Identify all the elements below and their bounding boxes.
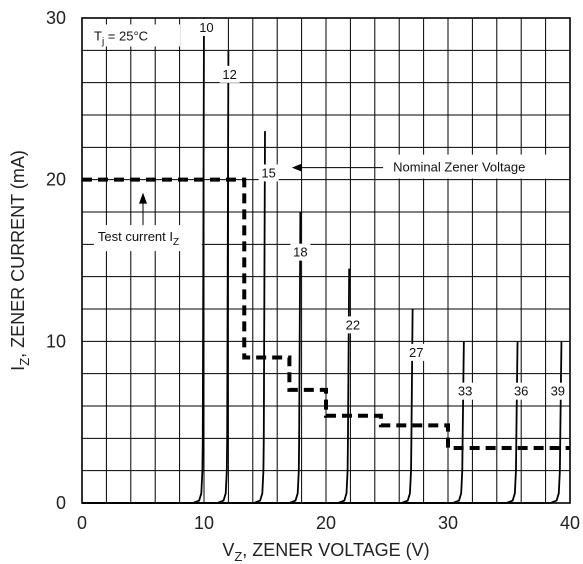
curve-label-background	[342, 316, 363, 334]
curve-label-33: 33	[458, 384, 472, 399]
curve-label-background	[511, 382, 532, 400]
x-axis-title-rest: , ZENER VOLTAGE (V)	[242, 540, 429, 560]
curve-label-background	[258, 164, 279, 182]
y-axis-title: IZ, ZENER CURRENT (mA)	[8, 150, 32, 371]
condition-sub: j	[101, 37, 104, 48]
y-tick-label: 10	[46, 331, 66, 351]
nominal-zener-label: Nominal Zener Voltage	[393, 160, 525, 175]
curve-label-18: 18	[293, 245, 307, 260]
curve-label-background	[406, 343, 427, 361]
x-tick-label: 30	[438, 513, 458, 533]
test-current-background	[93, 225, 202, 252]
x-axis-title-sub: Z	[234, 549, 242, 564]
tick-labels: 0 10 20 30 40 0 10 20 30	[46, 8, 580, 533]
x-tick-label: 10	[194, 513, 214, 533]
x-tick-label: 40	[560, 513, 580, 533]
y-axis-title-rest: , ZENER CURRENT (mA)	[8, 150, 28, 358]
y-tick-label: 0	[56, 493, 66, 513]
curve-label-27: 27	[409, 345, 423, 360]
test-current-sub: Z	[173, 237, 179, 248]
zener-curves	[82, 17, 563, 504]
x-tick-label: 0	[77, 513, 87, 533]
condition-main: T	[94, 29, 102, 44]
nominal-background	[387, 154, 568, 179]
annotations: Tj = 25°C Nominal Zener Voltage Test cur…	[84, 24, 568, 252]
y-axis-title-sub: Z	[17, 358, 32, 366]
x-axis-title: VZ, ZENER VOLTAGE (V)	[222, 540, 429, 564]
condition-rest: = 25°C	[104, 29, 148, 44]
curve-label-background	[547, 382, 568, 400]
test-current-main: Test current I	[98, 229, 173, 244]
curve-label-background	[290, 243, 311, 261]
test-current-arrow-head	[139, 192, 147, 204]
curve-label-22: 22	[346, 317, 360, 332]
y-tick-label: 20	[46, 170, 66, 190]
y-tick-label: 30	[46, 8, 66, 28]
curve-label-15: 15	[261, 165, 275, 180]
x-axis-title-main: V	[222, 540, 234, 560]
curve-label-background	[219, 65, 240, 83]
curve-label-12: 12	[222, 67, 236, 82]
test-current-label: Test current IZ	[98, 229, 179, 248]
curve-label-39: 39	[551, 384, 565, 399]
condition-label: Tj = 25°C	[94, 29, 148, 48]
zener-curve-39	[82, 341, 563, 504]
x-tick-label: 20	[316, 513, 336, 533]
y-axis-title-main: I	[8, 366, 28, 371]
curve-label-background	[455, 382, 476, 400]
condition-background	[84, 24, 180, 47]
grid-lines	[82, 18, 570, 503]
curve-label-background	[196, 18, 217, 36]
curve-labels: 10 12 15 18 22 27 33 36 39	[196, 18, 568, 400]
curve-label-36: 36	[514, 384, 528, 399]
test-current-dashed-line	[82, 177, 570, 451]
curve-label-10: 10	[199, 20, 213, 35]
nominal-arrow-head	[291, 163, 302, 172]
